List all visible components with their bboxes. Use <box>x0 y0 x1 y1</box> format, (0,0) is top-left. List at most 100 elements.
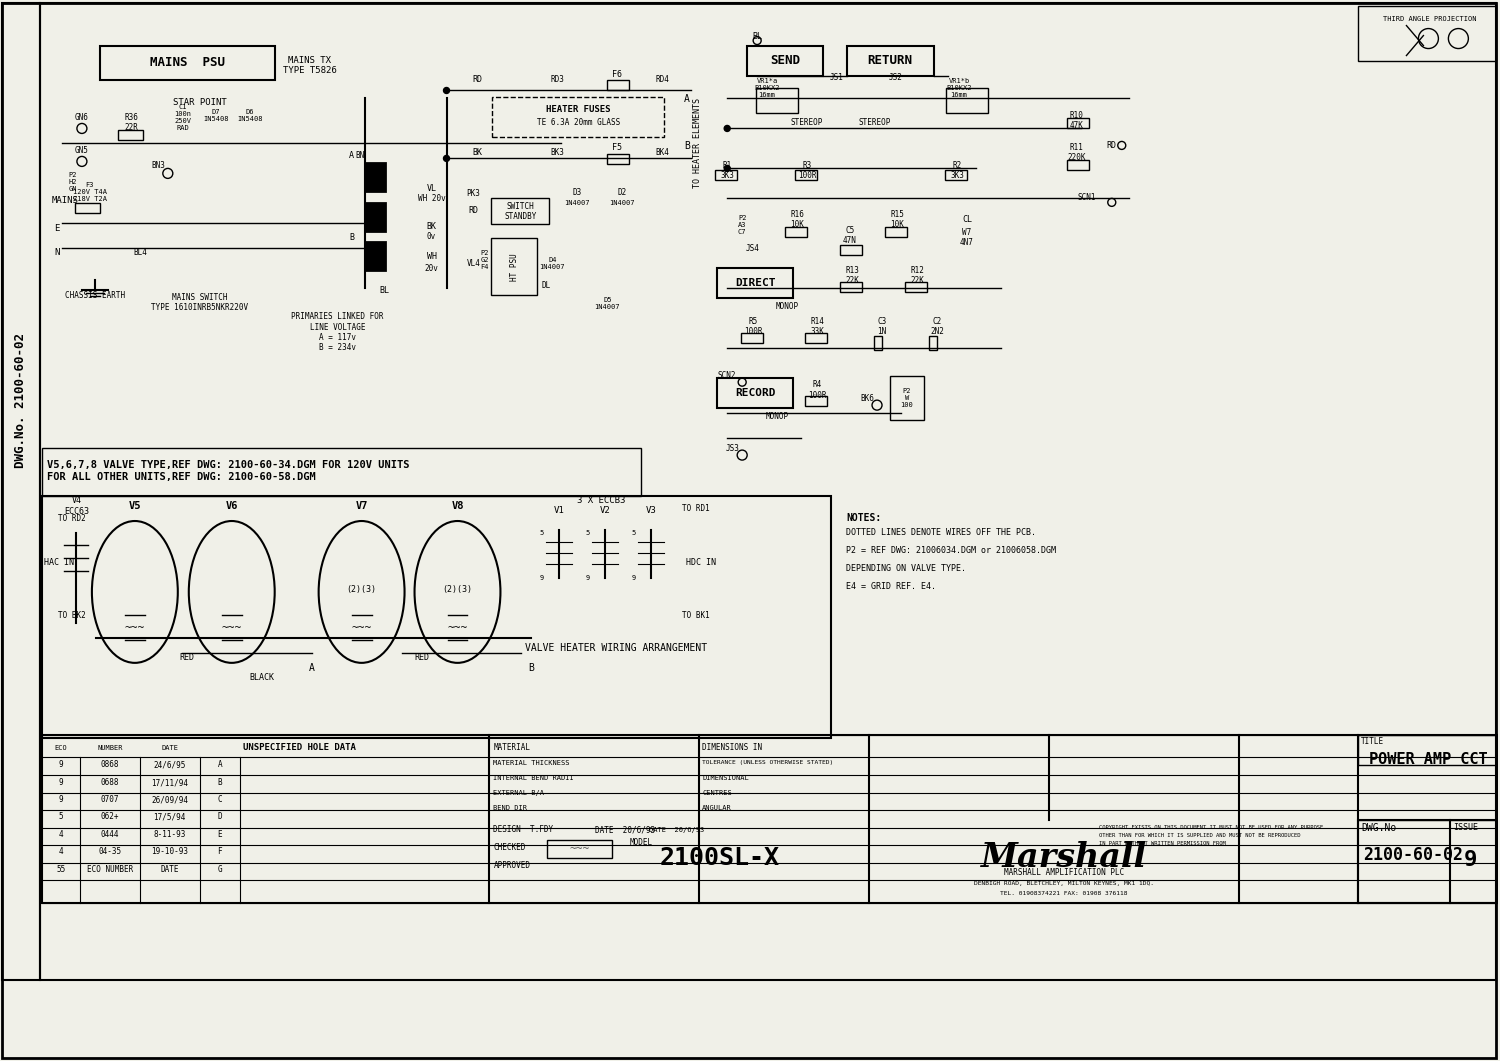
Text: BN: BN <box>356 151 364 160</box>
Bar <box>42 448 642 497</box>
Text: A: A <box>309 663 315 673</box>
Text: STAR POINT: STAR POINT <box>172 98 226 107</box>
Text: P2
W
100: P2 W 100 <box>900 388 914 408</box>
Text: 9: 9 <box>540 575 543 581</box>
Text: 2100-60-02: 2100-60-02 <box>1364 846 1464 864</box>
Text: 5: 5 <box>58 812 63 821</box>
Text: 0868: 0868 <box>100 761 118 769</box>
Text: TE 6.3A 20mm GLASS: TE 6.3A 20mm GLASS <box>537 118 620 127</box>
Text: MONOP: MONOP <box>776 301 798 311</box>
Text: ECO NUMBER: ECO NUMBER <box>87 865 134 874</box>
Text: E: E <box>217 830 222 839</box>
Text: TO RD1: TO RD1 <box>682 504 709 512</box>
Circle shape <box>724 166 730 172</box>
Text: DESIGN  T.FDY: DESIGN T.FDY <box>494 825 554 834</box>
Text: P2 = REF DWG: 21006034.DGM or 21006058.DGM: P2 = REF DWG: 21006034.DGM or 21006058.D… <box>846 546 1056 556</box>
Bar <box>1359 5 1497 60</box>
Text: R4
100R: R4 100R <box>808 381 826 400</box>
Text: NUMBER: NUMBER <box>98 745 123 751</box>
Text: DL: DL <box>542 281 550 290</box>
Bar <box>1066 160 1089 171</box>
Text: D5
1N4007: D5 1N4007 <box>594 297 619 310</box>
Text: BN3: BN3 <box>152 161 165 170</box>
Text: THIRD ANGLE PROJECTION: THIRD ANGLE PROJECTION <box>1383 16 1478 21</box>
Text: JS4: JS4 <box>746 244 759 253</box>
Text: COPYRIGHT EXISTS ON THIS DOCUMENT IT MUST NOT BE USED FOR ANY PURPOSE: COPYRIGHT EXISTS ON THIS DOCUMENT IT MUS… <box>1100 825 1323 830</box>
Text: 1N4007: 1N4007 <box>609 201 634 206</box>
Text: (2)(3): (2)(3) <box>346 586 376 594</box>
Bar <box>795 171 818 180</box>
Text: NOTES:: NOTES: <box>846 514 882 523</box>
Text: EXTERNAL B/A: EXTERNAL B/A <box>494 789 544 796</box>
Text: V5: V5 <box>129 501 141 511</box>
Text: DIRECT: DIRECT <box>735 278 776 289</box>
Bar <box>946 88 988 114</box>
Text: SEND: SEND <box>770 54 800 67</box>
Text: HAC IN: HAC IN <box>44 558 74 568</box>
Text: Marshall: Marshall <box>981 841 1148 874</box>
Text: VR1*b
B10KX2
16mm: VR1*b B10KX2 16mm <box>946 79 972 99</box>
Text: A: A <box>217 761 222 769</box>
Text: 062+: 062+ <box>100 812 118 821</box>
Text: 9: 9 <box>58 795 63 804</box>
Text: C3
1N: C3 1N <box>878 316 886 336</box>
Text: 4: 4 <box>58 830 63 839</box>
Text: C: C <box>217 795 222 804</box>
Text: 04-35: 04-35 <box>99 847 122 856</box>
Text: RETURN: RETURN <box>867 54 912 67</box>
Text: JS2: JS2 <box>890 73 903 82</box>
Text: DATE: DATE <box>162 745 178 751</box>
Bar <box>364 242 384 271</box>
Text: PK3: PK3 <box>466 189 480 197</box>
Text: R10
47K: R10 47K <box>1070 110 1083 131</box>
Text: BK: BK <box>426 222 436 231</box>
Text: R16
10K: R16 10K <box>790 210 804 229</box>
Text: R13
22K: R13 22K <box>844 265 859 285</box>
Text: 9: 9 <box>1464 850 1478 870</box>
Text: P2
H2
GN: P2 H2 GN <box>69 172 76 192</box>
Text: D3: D3 <box>573 188 582 197</box>
Text: D: D <box>217 812 222 821</box>
Text: E4 = GRID REF. E4.: E4 = GRID REF. E4. <box>846 582 936 591</box>
Text: V7: V7 <box>356 501 368 511</box>
Bar <box>840 245 862 256</box>
Text: DENBIGH ROAD, BLETCHLEY, MILTON KEYNES, MK1 1DQ.: DENBIGH ROAD, BLETCHLEY, MILTON KEYNES, … <box>974 881 1154 886</box>
Text: IN PART WITHOUT WRITTEN PERMISSION FROM: IN PART WITHOUT WRITTEN PERMISSION FROM <box>1100 841 1226 847</box>
Text: B: B <box>684 141 690 152</box>
Bar <box>806 333 826 343</box>
Bar <box>716 171 736 180</box>
Text: STEREOP: STEREOP <box>859 118 891 127</box>
Text: 0v: 0v <box>427 231 436 241</box>
Text: 26/09/94: 26/09/94 <box>152 795 189 804</box>
Text: F5: F5 <box>612 143 622 152</box>
Text: D2: D2 <box>618 188 627 197</box>
Text: 17/11/94: 17/11/94 <box>152 778 189 787</box>
Text: VL: VL <box>426 184 436 193</box>
Text: OTHER THAN FOR WHICH IT IS SUPPLIED AND MUST NOT BE REPRODUCED: OTHER THAN FOR WHICH IT IS SUPPLIED AND … <box>1100 833 1300 838</box>
Text: DATE  20/6/93: DATE 20/6/93 <box>650 827 705 833</box>
Text: MAINS TX
TYPE T5826: MAINS TX TYPE T5826 <box>284 56 336 75</box>
Text: MATERIAL: MATERIAL <box>494 744 531 752</box>
Text: F: F <box>217 847 222 856</box>
Text: TO RD2: TO RD2 <box>58 514 86 522</box>
Text: G: G <box>217 865 222 874</box>
Text: JS1: JS1 <box>830 73 844 82</box>
Text: RD3: RD3 <box>550 75 564 84</box>
Text: ANGULAR: ANGULAR <box>702 804 732 811</box>
Text: C2
2N2: C2 2N2 <box>930 316 944 336</box>
Text: R5
100R: R5 100R <box>744 316 762 336</box>
Text: DOTTED LINES DENOTE WIRES OFF THE PCB.: DOTTED LINES DENOTE WIRES OFF THE PCB. <box>846 528 1036 538</box>
Text: E: E <box>54 224 60 232</box>
Text: ~~~: ~~~ <box>568 843 590 854</box>
Text: P2
G2
F4: P2 G2 F4 <box>480 250 489 271</box>
Text: UNSPECIFIED HOLE DATA: UNSPECIFIED HOLE DATA <box>243 744 356 752</box>
Bar <box>784 227 807 238</box>
Text: POWER AMP CCT: POWER AMP CCT <box>1370 752 1488 767</box>
Text: BL: BL <box>752 32 762 41</box>
Text: 2100SL-X: 2100SL-X <box>658 846 778 870</box>
Text: MARSHALL AMPLIFICATION PLC: MARSHALL AMPLIFICATION PLC <box>1004 868 1124 877</box>
Text: 9: 9 <box>58 761 63 769</box>
Circle shape <box>444 87 450 93</box>
Text: D7
IN5408: D7 IN5408 <box>202 109 228 122</box>
Text: N: N <box>54 248 60 257</box>
